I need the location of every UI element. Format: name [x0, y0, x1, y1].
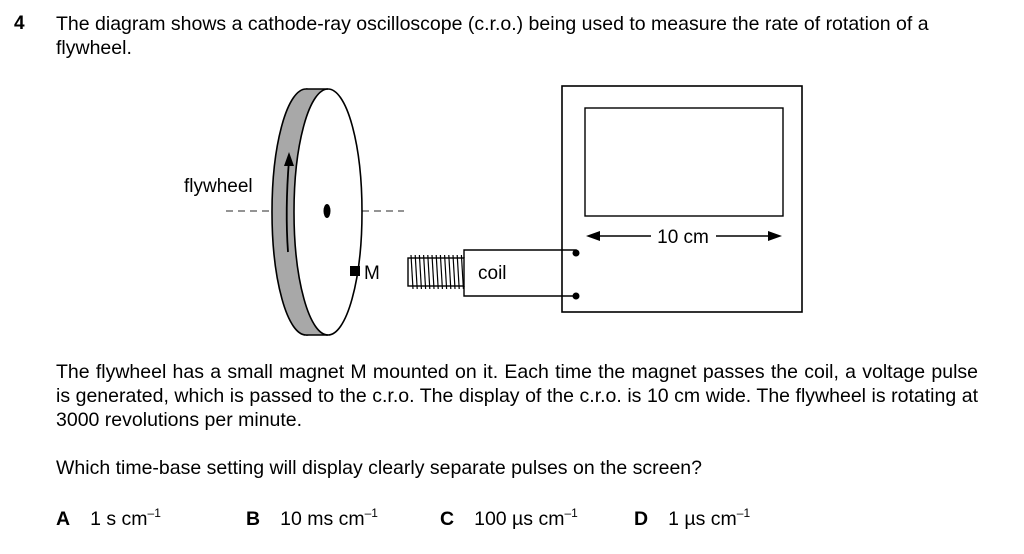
flywheel-axle — [323, 204, 331, 218]
option-exponent: –1 — [564, 506, 578, 520]
option-value: 10 ms cm — [280, 508, 365, 530]
coil-winding — [439, 254, 443, 290]
coil-label: coil — [478, 263, 507, 284]
magnet-square — [350, 266, 360, 276]
flywheel-label: flywheel — [184, 176, 253, 197]
coil-winding — [414, 254, 418, 290]
option-b[interactable]: B 10 ms cm–1 — [246, 506, 378, 531]
terminal-bottom — [572, 292, 580, 300]
question-stem: The diagram shows a cathode-ray oscillos… — [56, 13, 929, 59]
coil-winding — [423, 254, 427, 290]
coil-winding — [435, 254, 439, 290]
option-exponent: –1 — [147, 506, 161, 520]
magnet-label: M — [364, 263, 380, 284]
option-letter: C — [440, 508, 455, 530]
cro-casing — [561, 85, 803, 313]
question-number: 4 — [14, 13, 25, 34]
option-exponent: –1 — [364, 506, 378, 520]
screen-width-label: 10 cm — [657, 227, 709, 248]
option-c[interactable]: C 100 µs cm–1 — [440, 506, 578, 531]
cro-screen — [584, 107, 784, 217]
coil-winding — [448, 254, 452, 290]
coil-winding — [456, 254, 460, 290]
question-paragraph: The flywheel has a small magnet M mounte… — [56, 361, 978, 431]
option-exponent: –1 — [736, 506, 751, 520]
coil-winding — [431, 254, 435, 290]
width-arrowhead-left — [586, 231, 600, 241]
wire-bottom — [463, 286, 576, 297]
option-value: 1 s cm — [90, 508, 148, 530]
coil-winding — [460, 254, 464, 290]
terminal-top — [572, 249, 580, 257]
rotation-arrowhead — [284, 152, 294, 166]
coil-winding — [418, 254, 422, 290]
option-d[interactable]: D 1 µs cm–1 — [634, 506, 750, 531]
option-letter: A — [56, 508, 71, 530]
option-letter: D — [634, 508, 649, 530]
coil-winding — [410, 254, 414, 290]
coil-winding — [452, 254, 456, 290]
question-prompt: Which time-base setting will display cle… — [56, 457, 702, 479]
option-value: 100 µs cm — [474, 508, 565, 530]
rotation-arrow — [285, 159, 290, 253]
option-a[interactable]: A 1 s cm–1 — [56, 506, 161, 531]
coil-winding — [444, 254, 448, 290]
option-value: 1 µs cm — [668, 508, 737, 530]
width-arrowhead-right — [768, 231, 782, 241]
coil-winding — [427, 254, 431, 290]
wire-top — [463, 249, 577, 258]
coil — [407, 254, 465, 290]
option-letter: B — [246, 508, 261, 530]
